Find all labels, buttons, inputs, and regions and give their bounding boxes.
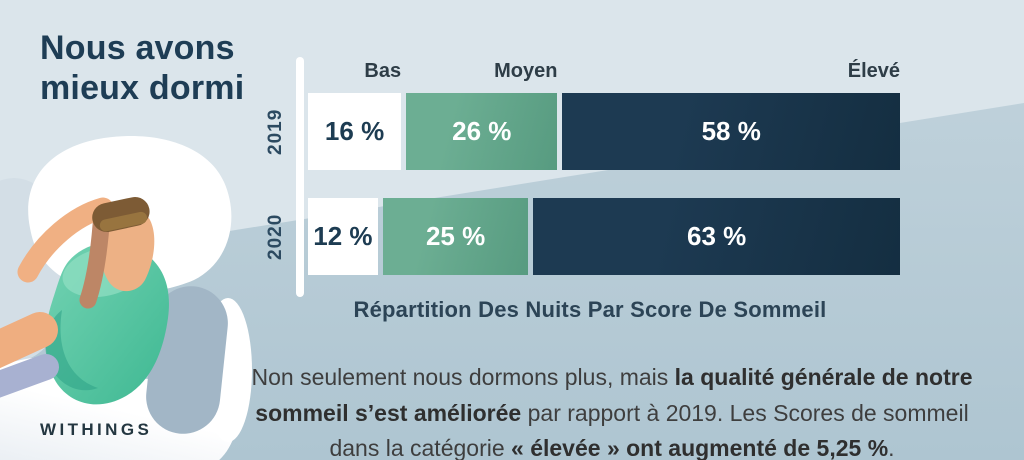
bar-value-2019-bas: 16 % xyxy=(324,116,385,146)
bar-segment-2020-bas: 12 % xyxy=(308,198,378,275)
bar-value-2019-eleve: 58 % xyxy=(701,116,761,146)
page-title-line1: Nous avons xyxy=(40,29,235,67)
withings-logo: WITHINGS xyxy=(40,420,153,439)
axis-label-2020: 2020 xyxy=(265,213,286,260)
category-label-eleve: Élevé xyxy=(847,60,900,82)
sleeping-person xyxy=(0,196,169,405)
axis-label-2019: 2019 xyxy=(265,108,286,155)
stacked-bar-2020: 12 % 25 % 63 % xyxy=(308,198,900,275)
stacked-bar-2019: 16 % 26 % 58 % xyxy=(308,93,900,170)
bar-segment-2019-bas: 16 % xyxy=(308,93,402,170)
category-label-bas: Bas xyxy=(364,60,402,82)
bar-segment-2019-moyen: 26 % xyxy=(406,93,558,170)
chart-axis-line xyxy=(296,57,304,297)
bar-value-2020-moyen: 25 % xyxy=(425,221,486,251)
bar-value-2020-bas: 12 % xyxy=(313,221,373,251)
category-label-moyen: Moyen xyxy=(494,60,558,82)
sleeping-person-illustration xyxy=(0,135,252,460)
bar-segment-2019-eleve: 58 % xyxy=(562,93,900,170)
bar-segment-2020-moyen: 25 % xyxy=(382,198,529,275)
page-title: Nous avons mieux dormi xyxy=(40,28,244,108)
chart-category-labels: Bas Moyen Élevé xyxy=(308,60,900,83)
bar-value-2020-eleve: 63 % xyxy=(687,221,747,251)
bar-segment-2020-eleve: 63 % xyxy=(533,198,900,275)
chart-title: Répartition Des Nuits Par Score De Somme… xyxy=(353,297,827,322)
bar-value-2019-moyen: 26 % xyxy=(452,116,512,146)
body-text: Non seulement nous dormons plus, mais la… xyxy=(251,364,973,460)
page-title-line2: mieux dormi xyxy=(40,69,245,107)
